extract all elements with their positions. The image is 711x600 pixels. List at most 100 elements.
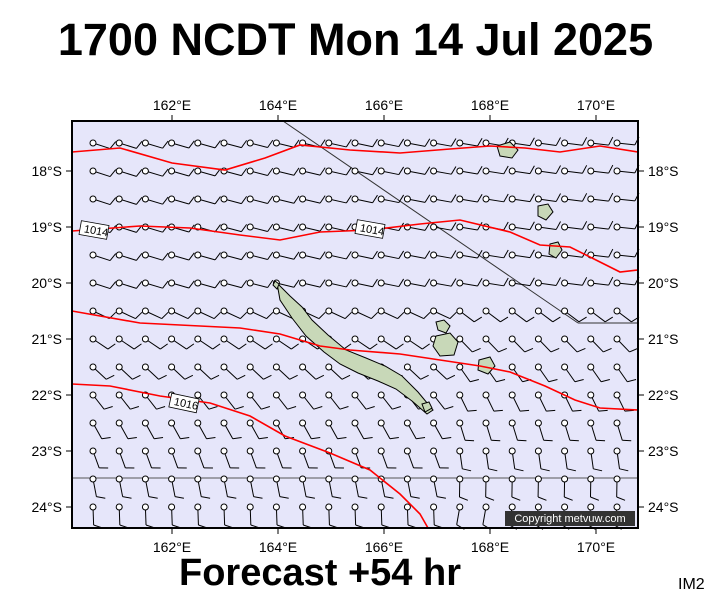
wind-barb-station [351,195,359,203]
wind-barb-station [587,447,595,455]
wind-barb-feather [603,347,612,353]
wind-barb-station [194,167,202,175]
wind-barb-station [246,167,254,175]
wind-barb-feather [289,374,298,380]
wind-barb-feather [450,222,457,231]
wind-barb-feather [187,311,195,319]
wind-barb-station [508,363,516,371]
wind-barb-feather [345,251,352,260]
wind-barb-feather [593,468,603,472]
wind-barb-station [220,363,228,371]
wind-barb-feather [214,224,221,233]
wind-barb-station [561,475,569,483]
wind-barb-station [613,279,621,287]
wind-barb-station [534,307,542,315]
wind-barb-feather [566,468,576,472]
wind-barb-station [220,503,228,511]
wind-barb-station [115,195,123,203]
wind-barb-feather [491,439,501,442]
wind-barb-feather [473,316,483,323]
wind-barb-station [89,335,97,343]
wind-barb-station [272,363,280,371]
wind-barb-feather [629,347,638,353]
wind-barb-station [168,307,176,315]
wind-barb-station [534,223,542,231]
wind-barb-station [403,279,411,287]
wind-barb-feather [555,277,561,286]
lat-label-left-23: 23°S [31,443,62,459]
wind-barb-feather [424,166,431,175]
lon-label-bottom-162: 162°E [153,539,191,555]
wind-barb-feather [372,194,378,204]
wind-barb-feather [450,166,457,175]
wind-barb-station [89,447,97,455]
wind-barb-station [351,279,359,287]
wind-barb-station [89,307,97,315]
wind-barb-feather [446,374,456,380]
wind-barb-feather [345,195,352,204]
wind-barb-feather [174,496,184,499]
wind-barb-feather [598,409,608,412]
wind-barb-feather [498,347,507,353]
wind-barb-station [456,139,464,147]
wind-barb-station [456,167,464,175]
wind-barb-station [141,167,149,175]
wind-barb-station [534,139,542,147]
lon-label-bottom-170: 170°E [577,539,615,555]
wind-barb-feather [398,250,405,259]
wind-barb-station [168,335,176,343]
wind-barb-station [351,335,359,343]
wind-barb-feather [424,250,431,259]
wind-barb-station [508,335,516,343]
wind-barb-feather [622,439,632,442]
wind-barb-station [377,139,385,147]
wind-barb-station [561,503,569,511]
wind-barb-station [403,139,411,147]
wind-barb-station [561,307,569,315]
wind-barb-feather [339,406,349,410]
wind-barb-feather [574,379,584,383]
wind-barb-station [220,475,228,483]
wind-barb-station [534,195,542,203]
wind-barb-station [194,195,202,203]
wind-barb-station [613,139,621,147]
wind-barb-station [403,251,411,259]
wind-barb-station [482,167,490,175]
wind-barb-feather [537,496,547,501]
wind-barb-station [456,363,464,371]
wind-barb-feather [162,140,169,149]
wind-barb-feather [398,166,405,175]
wind-barb-station [587,167,595,175]
wind-barb-station [272,335,280,343]
wind-barb-station [194,419,202,427]
lat-label-right-19: 19°S [648,219,679,235]
wind-barb-station [403,447,411,455]
wind-barb-feather [608,276,614,286]
wind-barb-station [194,363,202,371]
lifou-island [432,332,459,357]
wind-barb-station [194,251,202,259]
wind-barb-feather [267,195,274,204]
wind-barb-station [168,419,176,427]
wind-barb-feather [188,196,195,205]
wind-barb-station [587,503,595,511]
wind-barb-feather [477,249,483,259]
wind-barb-station [430,503,438,511]
wind-barb-station [194,475,202,483]
wind-barb-feather [201,496,211,499]
wind-barb-feather [188,140,195,149]
wind-barb-station [115,335,123,343]
wind-barb-feather [582,165,588,174]
wind-barb-feather [424,278,431,287]
wind-barb-station [534,251,542,259]
wind-barb-feather [109,281,117,289]
wind-barb-feather [397,311,405,319]
wind-barb-station [325,363,333,371]
wind-barb-feather [130,406,140,410]
wind-barb-station [246,391,254,399]
isobar-north [71,144,639,171]
wind-barb-feather [424,138,431,147]
wind-barb-station [220,195,228,203]
wind-barb-station [115,307,123,315]
lat-label-right-24: 24°S [648,499,679,515]
